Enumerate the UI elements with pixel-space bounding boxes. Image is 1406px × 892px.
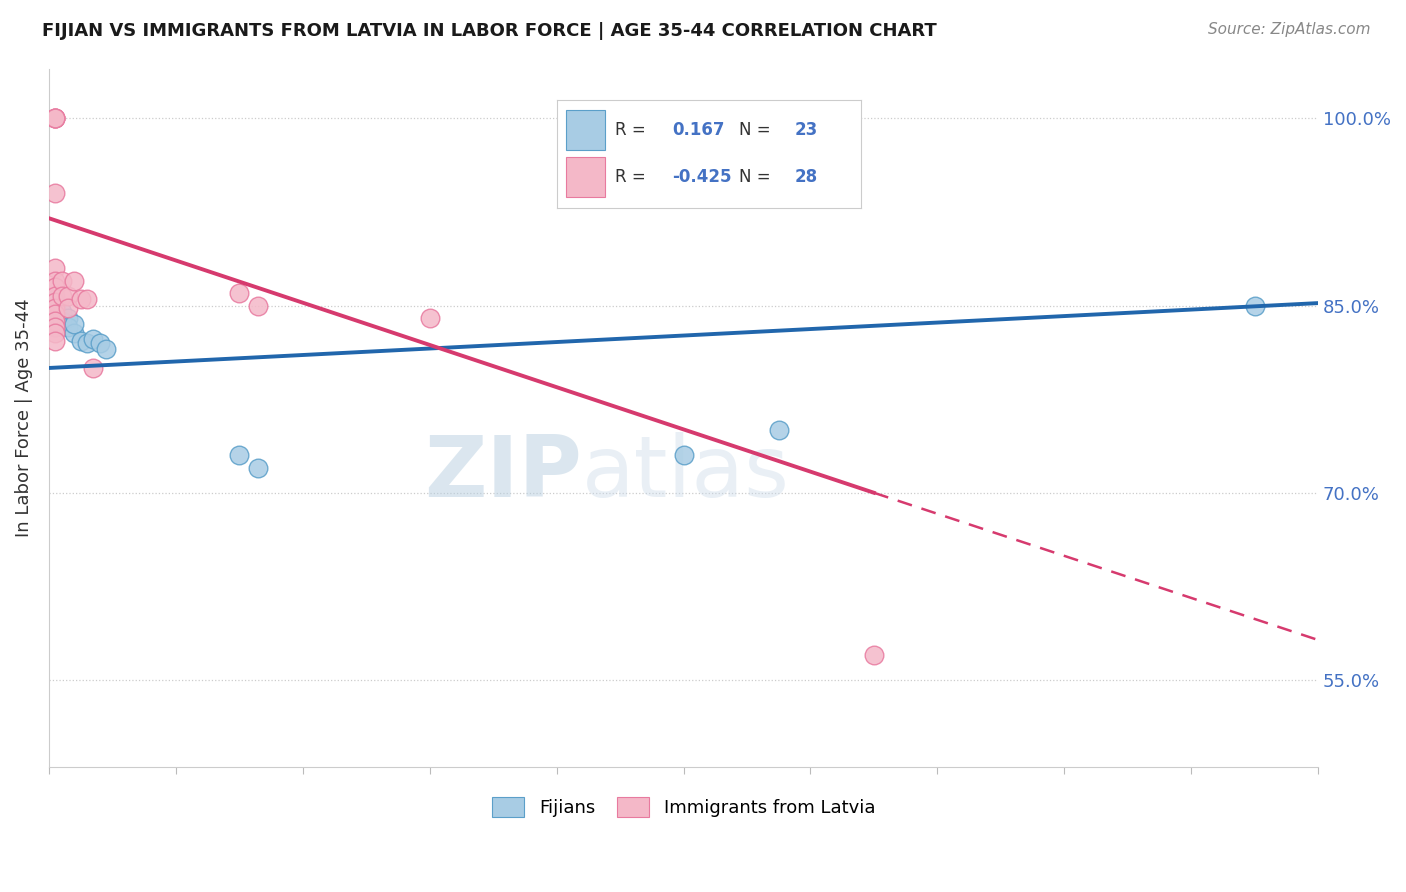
Point — [44, 319, 66, 334]
Point — [56, 301, 79, 315]
Point — [63, 326, 86, 340]
Point — [44, 311, 66, 326]
Point — [44, 261, 66, 276]
Point — [44, 112, 66, 126]
Point — [44, 112, 66, 126]
Y-axis label: In Labor Force | Age 35-44: In Labor Force | Age 35-44 — [15, 299, 32, 537]
Point — [56, 319, 79, 334]
Point — [44, 186, 66, 201]
Point — [768, 423, 790, 437]
Text: FIJIAN VS IMMIGRANTS FROM LATVIA IN LABOR FORCE | AGE 35-44 CORRELATION CHART: FIJIAN VS IMMIGRANTS FROM LATVIA IN LABO… — [42, 22, 936, 40]
Point — [63, 274, 86, 288]
Point — [44, 112, 66, 126]
Point — [247, 460, 270, 475]
Point — [82, 332, 104, 346]
Point — [44, 334, 66, 348]
Point — [228, 286, 250, 301]
Text: ZIP: ZIP — [425, 433, 582, 516]
Text: Source: ZipAtlas.com: Source: ZipAtlas.com — [1208, 22, 1371, 37]
Point — [51, 313, 73, 327]
Point — [94, 343, 117, 357]
Point — [51, 288, 73, 302]
Point — [44, 326, 66, 340]
Point — [863, 648, 886, 662]
Point — [247, 299, 270, 313]
Point — [44, 294, 66, 309]
Point — [44, 280, 66, 294]
Point — [44, 315, 66, 329]
Legend: Fijians, Immigrants from Latvia: Fijians, Immigrants from Latvia — [485, 790, 883, 824]
Point — [44, 307, 66, 321]
Point — [44, 112, 66, 126]
Point — [44, 288, 66, 302]
Point — [51, 305, 73, 319]
Point — [69, 334, 91, 348]
Point — [51, 274, 73, 288]
Point — [44, 302, 66, 317]
Point — [44, 293, 66, 307]
Point — [44, 299, 66, 313]
Point — [44, 274, 66, 288]
Point — [56, 288, 79, 302]
Point — [672, 448, 695, 462]
Point — [76, 293, 98, 307]
Point — [69, 293, 91, 307]
Point — [1243, 299, 1265, 313]
Text: atlas: atlas — [582, 433, 790, 516]
Point — [89, 336, 111, 351]
Point — [44, 313, 66, 327]
Point — [82, 361, 104, 376]
Point — [419, 311, 441, 326]
Point — [76, 336, 98, 351]
Point — [228, 448, 250, 462]
Point — [44, 301, 66, 315]
Point — [44, 307, 66, 321]
Point — [63, 318, 86, 332]
Point — [56, 311, 79, 326]
Point — [44, 319, 66, 334]
